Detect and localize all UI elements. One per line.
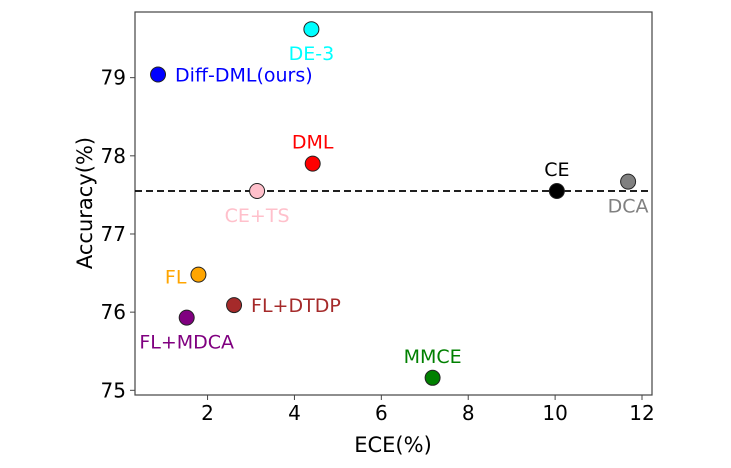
point-label: DCA	[608, 196, 649, 218]
data-point	[249, 182, 266, 199]
data-point	[548, 182, 565, 199]
x-tick-label: 4	[288, 401, 301, 425]
data-point	[424, 369, 441, 386]
y-tick-label: 77	[101, 222, 126, 246]
y-axis-label: Accuracy(%)	[73, 137, 97, 269]
data-point	[190, 266, 207, 283]
point-label: DE-3	[289, 43, 335, 65]
data-point	[178, 309, 195, 326]
data-point	[226, 297, 243, 314]
point-label: MMCE	[404, 346, 462, 368]
y-tick-label: 78	[101, 144, 126, 168]
x-tick-label: 8	[462, 401, 475, 425]
point-label: FL+MDCA	[139, 332, 234, 354]
data-point	[620, 173, 637, 190]
data-point	[303, 21, 320, 38]
y-tick-label: 76	[101, 300, 126, 324]
point-label: CE	[544, 159, 569, 181]
x-tick-label: 6	[375, 401, 388, 425]
x-tick-label: 10	[542, 401, 567, 425]
point-label: FL+DTDP	[251, 295, 341, 317]
x-tick-label: 12	[629, 401, 654, 425]
y-tick-label: 79	[101, 66, 126, 90]
x-tick-label: 2	[201, 401, 214, 425]
point-label: Diff-DML(ours)	[175, 65, 313, 87]
data-point	[150, 66, 167, 83]
point-label: FL	[165, 267, 187, 289]
point-label: DML	[292, 132, 334, 154]
point-label: CE+TS	[225, 205, 290, 227]
y-tick-label: 75	[101, 378, 126, 402]
x-axis-label: ECE(%)	[354, 433, 432, 457]
plot-frame	[134, 11, 653, 396]
data-point	[304, 155, 321, 172]
